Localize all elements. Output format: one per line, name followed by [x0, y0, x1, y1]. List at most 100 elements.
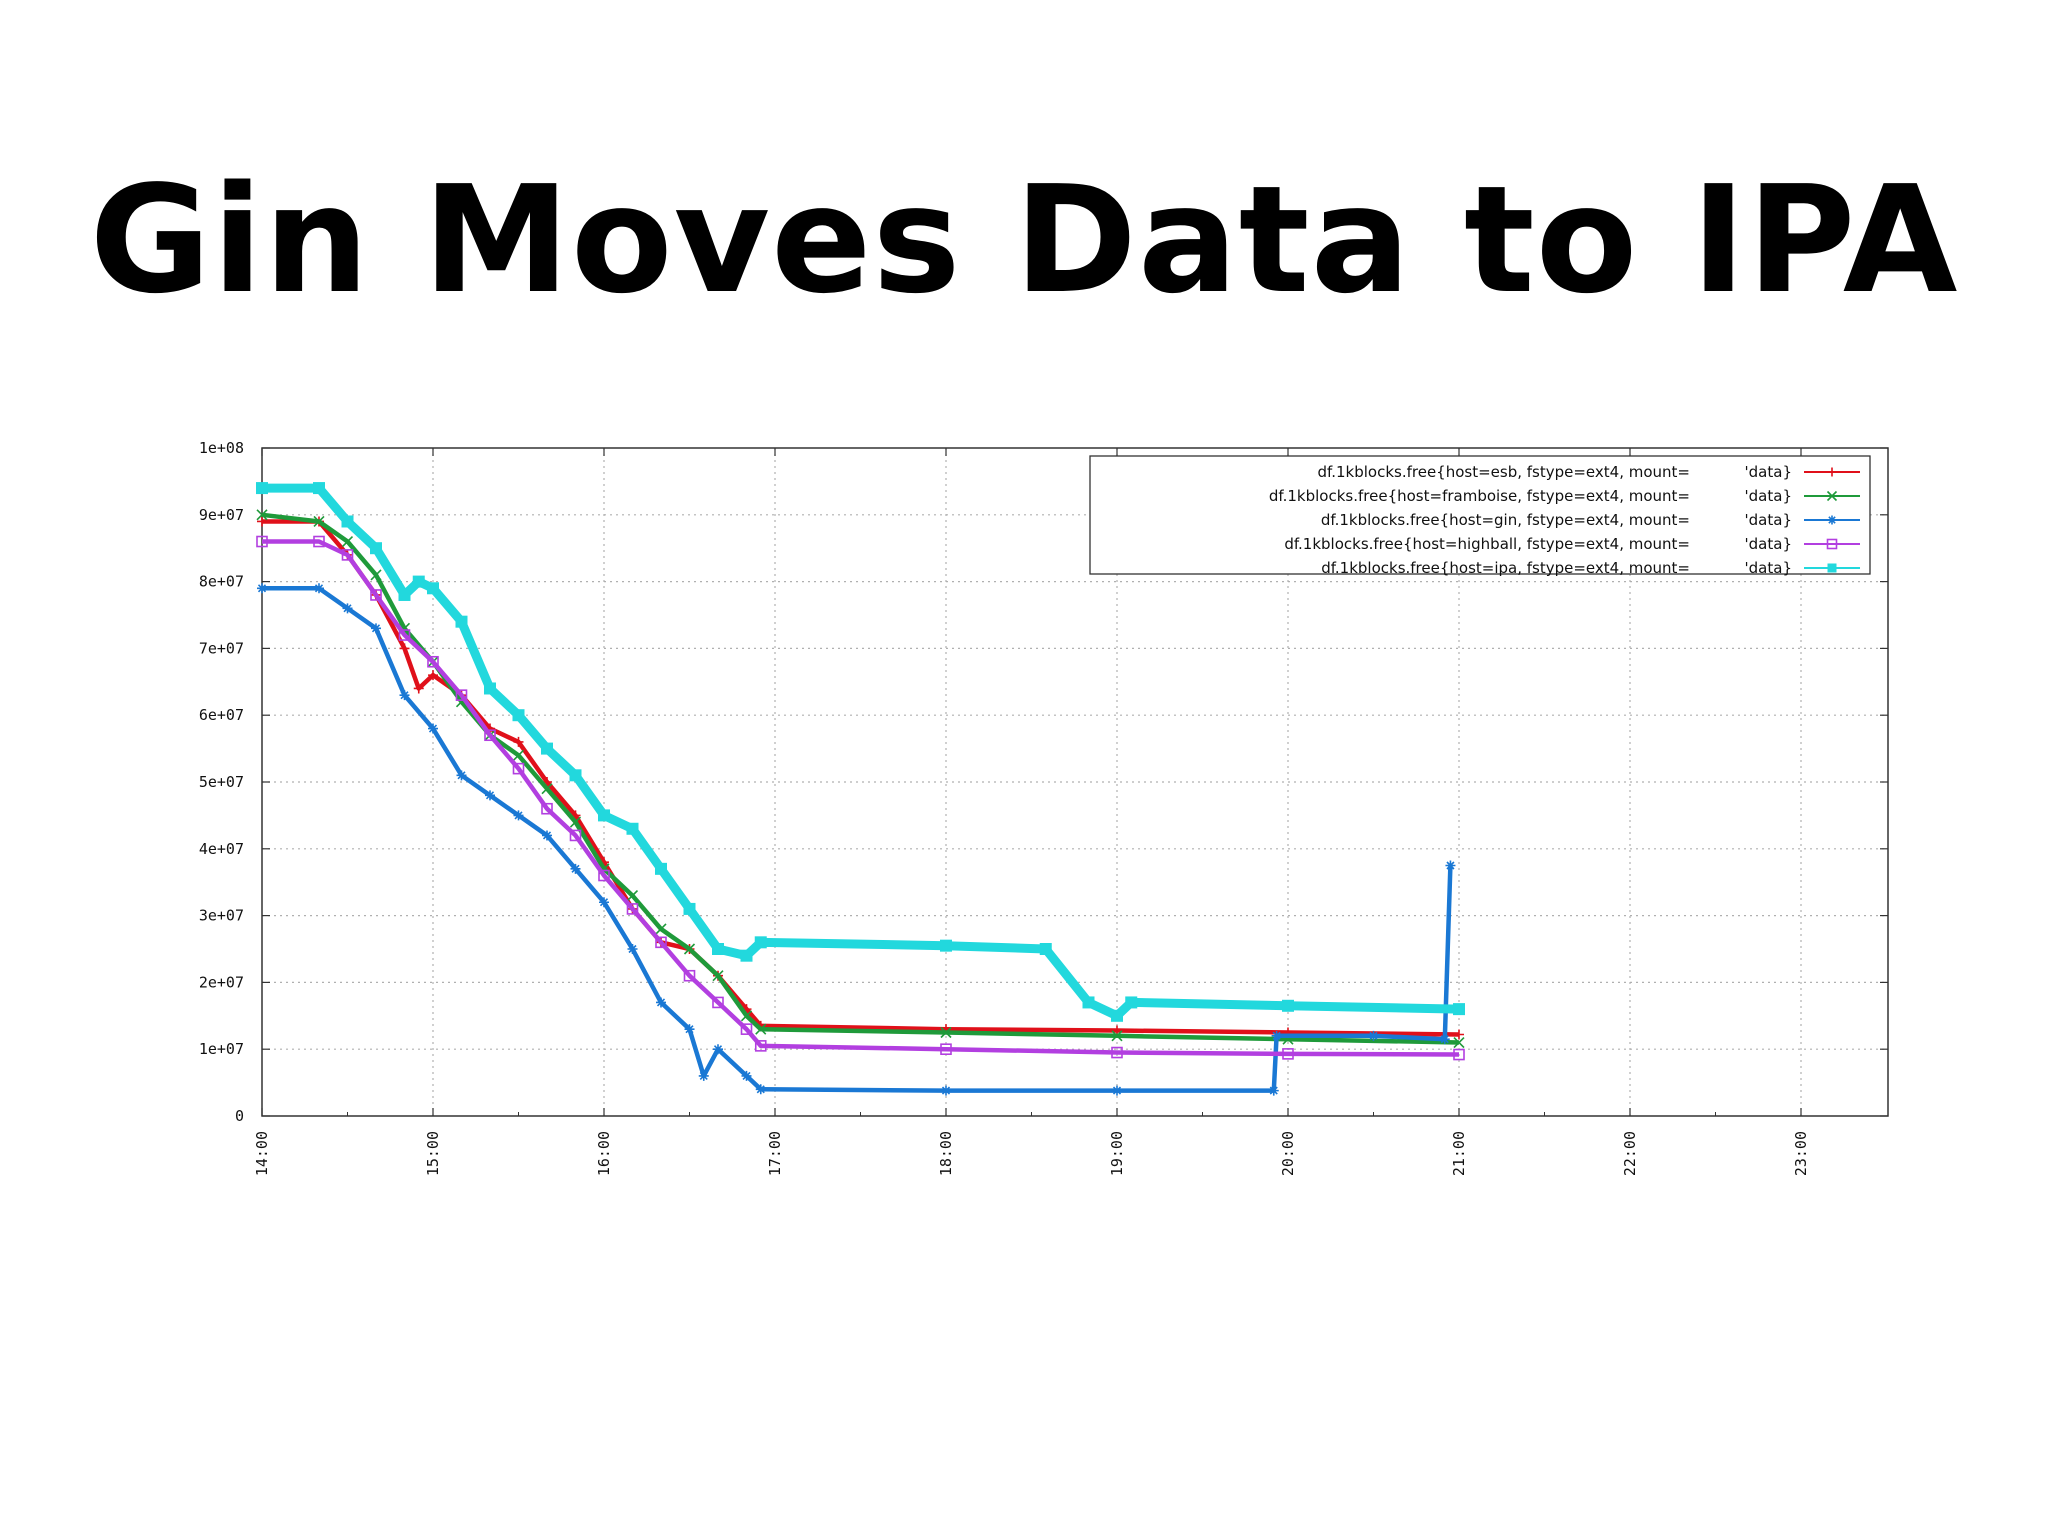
series-point: [257, 583, 267, 594]
series-point: [341, 535, 354, 548]
y-tick-label: 4e+07: [199, 840, 244, 858]
x-tick-label: 20:00: [1279, 1131, 1297, 1176]
series-point: [342, 603, 353, 614]
series-point: [1271, 1030, 1282, 1041]
series-point: [513, 810, 524, 821]
series-point: [740, 1023, 753, 1035]
series-point: [599, 897, 609, 908]
series-point: [370, 542, 382, 555]
series-point: [1125, 996, 1138, 1009]
x-tick-label: 23:00: [1792, 1131, 1810, 1176]
series-line: [262, 539, 1460, 1057]
y-tick-label: 2e+07: [199, 973, 244, 991]
series-point: [341, 549, 354, 561]
series-point: [1826, 490, 1838, 502]
series-1: [256, 509, 1465, 1049]
series-point: [940, 1026, 952, 1039]
series-point: [698, 1070, 709, 1081]
series-point: [484, 682, 496, 695]
series-point: [455, 615, 468, 628]
legend: df.1kblocks.free{host=esb, fstype=ext4, …: [1089, 455, 1871, 577]
series-point: [455, 689, 468, 701]
series-point: [569, 829, 582, 842]
series-point: [427, 582, 439, 595]
series-point: [1439, 1034, 1450, 1045]
series-point: [512, 749, 525, 761]
series-point: [314, 583, 324, 594]
series-point: [512, 762, 525, 775]
series-point: [256, 509, 268, 521]
series-point: [413, 683, 424, 694]
series-point: [399, 643, 410, 654]
series-point: [683, 902, 696, 915]
series-point: [755, 1084, 766, 1095]
series-point: [313, 482, 325, 495]
series-point: [712, 996, 724, 1009]
series-point: [1453, 1003, 1465, 1016]
series-point: [256, 482, 268, 495]
series-point: [370, 589, 382, 601]
legend-entry-label: df.1kblocks.free{host=highball, fstype=e…: [1284, 535, 1690, 553]
series-point: [683, 943, 696, 955]
series-point: [541, 783, 553, 795]
series-point: [712, 970, 724, 982]
series-point: [713, 1044, 723, 1055]
series-point: [940, 939, 952, 952]
series-point: [370, 569, 382, 581]
series-point: [484, 729, 496, 742]
series-point: [512, 709, 525, 722]
series-layer: [256, 482, 1465, 1096]
grid-layer: [262, 448, 1888, 1116]
series-point: [1111, 1030, 1123, 1042]
y-tick-label: 1e+08: [199, 439, 244, 457]
y-tick-label: 0: [235, 1107, 244, 1125]
series-line: [262, 586, 1453, 1093]
series-point: [655, 936, 667, 949]
series-point: [741, 1070, 752, 1081]
y-tick-label: 7e+07: [199, 639, 244, 657]
legend-entry-suffix: 'data}: [1745, 463, 1792, 481]
series-point: [542, 830, 552, 841]
series-point: [313, 515, 325, 528]
series-point: [656, 997, 666, 1008]
series-point: [740, 1010, 753, 1022]
legend-entry-suffix: 'data}: [1745, 559, 1792, 577]
x-tick-label: 16:00: [595, 1131, 613, 1176]
series-point: [1827, 515, 1837, 525]
series-point: [1268, 1085, 1279, 1096]
series-point: [569, 769, 582, 782]
series-point: [740, 949, 753, 962]
series-point: [541, 802, 553, 815]
x-tick-label: 15:00: [424, 1131, 442, 1176]
series-point: [1827, 563, 1837, 573]
series-point: [313, 535, 325, 548]
legend-entry-label: df.1kblocks.free{host=esb, fstype=ext4, …: [1318, 463, 1691, 481]
x-tick-label: 19:00: [1108, 1131, 1126, 1176]
series-point: [541, 742, 553, 755]
series-point: [1082, 996, 1095, 1009]
y-tick-label: 5e+07: [199, 773, 244, 791]
x-tick-label: 17:00: [766, 1131, 784, 1176]
slide-title: Gin Moves Data to IPA: [89, 154, 1959, 326]
series-2: [257, 583, 1456, 1096]
series-point: [428, 723, 438, 734]
series-point: [569, 816, 582, 828]
legend-entry-suffix: 'data}: [1745, 511, 1792, 529]
series-point: [570, 863, 581, 874]
series-point: [1111, 1046, 1123, 1059]
series-point: [655, 923, 667, 935]
axis-layer: 0 1e+07 2e+07 3e+07 4e+07 5e+07 6e+07 7e+07 8e+0…: [199, 439, 1889, 1176]
y-tick-label: 6e+07: [199, 706, 244, 724]
series-point: [598, 869, 610, 882]
series-point: [683, 969, 696, 982]
series-point: [1112, 1085, 1122, 1096]
series-point: [428, 670, 438, 681]
y-tick-label: 3e+07: [199, 907, 244, 925]
legend-entry-suffix: 'data}: [1745, 487, 1792, 505]
y-tick-label: 1e+07: [199, 1040, 244, 1058]
series-point: [655, 862, 667, 875]
x-tick-label: 14:00: [253, 1131, 271, 1176]
y-tick-label: 8e+07: [199, 573, 244, 591]
series-3: [256, 535, 1465, 1061]
